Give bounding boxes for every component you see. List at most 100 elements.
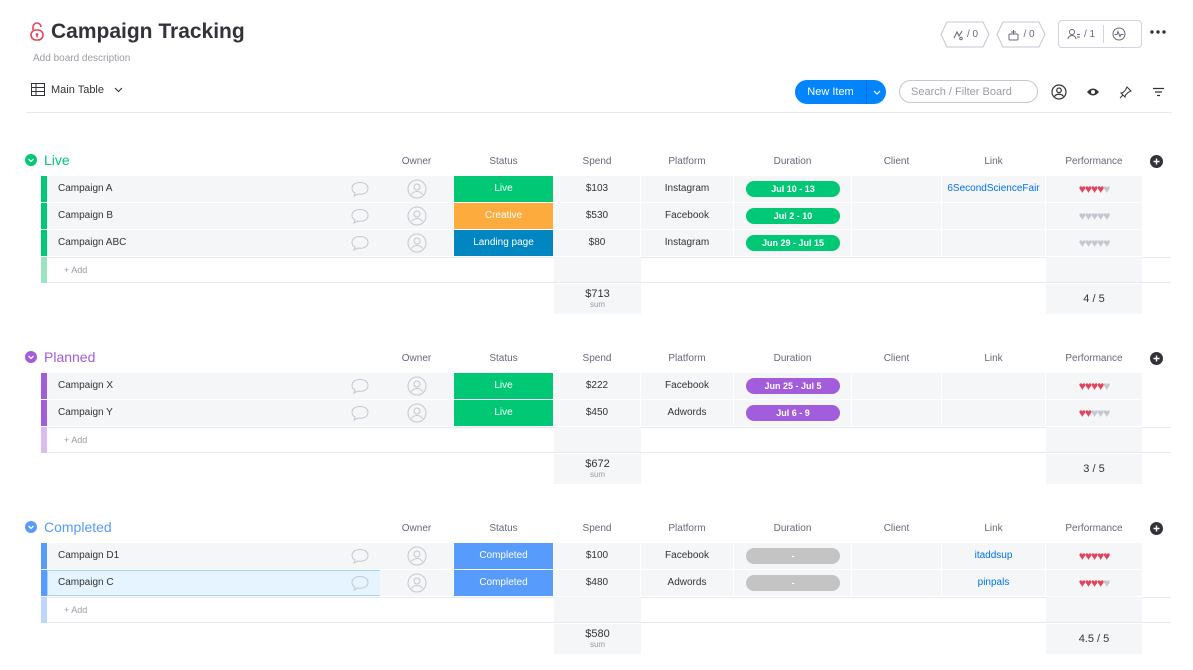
heart-icon[interactable]: ♥ [1097,549,1104,563]
column-header-owner[interactable]: Owner [401,353,432,364]
platform-cell[interactable]: Instagram [641,230,733,256]
spend-cell[interactable]: $100 [554,543,640,569]
activity-log-button[interactable] [1104,21,1134,47]
owner-cell[interactable] [380,400,453,426]
column-header-platform[interactable]: Platform [668,156,706,167]
link-cell[interactable]: itaddsup [942,543,1045,569]
rating-cell[interactable]: ♥♥♥♥♥ [1046,373,1142,399]
heart-icon[interactable]: ♥ [1090,209,1098,223]
link-cell[interactable] [942,373,1045,399]
members-button[interactable]: / 1 [1059,21,1103,47]
group-title[interactable]: Completed [44,519,112,535]
owner-cell[interactable] [380,230,453,256]
add-item-label[interactable]: + Add [64,265,88,275]
heart-icon[interactable]: ♥ [1078,379,1086,393]
conversation-icon[interactable] [350,405,370,421]
column-header-duration[interactable]: Duration [773,523,812,534]
heart-icon[interactable]: ♥ [1090,182,1098,196]
platform-cell[interactable]: Facebook [641,543,733,569]
column-header-link[interactable]: Link [984,523,1003,534]
heart-icon[interactable]: ♥ [1090,406,1098,420]
duration-cell[interactable]: Jun 25 - Jul 5 [734,373,851,399]
heart-icon[interactable]: ♥ [1097,209,1104,223]
conversation-icon[interactable] [350,235,370,251]
duration-cell[interactable]: - [734,543,851,569]
collapse-group-icon[interactable] [25,154,37,166]
conversation-icon[interactable] [350,181,370,197]
add-item-label[interactable]: + Add [64,435,88,445]
heart-icon[interactable]: ♥ [1078,182,1086,196]
column-header-status[interactable]: Status [489,156,518,167]
owner-cell[interactable] [380,373,453,399]
link-cell[interactable] [942,400,1045,426]
column-header-owner[interactable]: Owner [401,156,432,167]
heart-icon[interactable]: ♥ [1084,549,1092,563]
link-text[interactable]: pinpals [977,577,1010,588]
column-header-link[interactable]: Link [984,156,1003,167]
add-item-label[interactable]: + Add [64,605,88,615]
item-name[interactable]: Campaign A [47,176,381,202]
spend-cell[interactable]: $222 [554,373,640,399]
rating-cell[interactable]: ♥♥♥♥♥ [1046,543,1142,569]
spend-cell[interactable]: $480 [554,570,640,596]
heart-icon[interactable]: ♥ [1090,236,1098,250]
column-header-platform[interactable]: Platform [668,523,706,534]
group-title[interactable]: Live [44,152,70,168]
conversation-icon[interactable] [350,575,370,591]
spend-cell[interactable]: $103 [554,176,640,202]
hide-columns-button[interactable] [1084,83,1102,101]
link-cell[interactable]: pinpals [942,570,1045,596]
heart-icon[interactable]: ♥ [1097,182,1104,196]
column-header-client[interactable]: Client [883,156,910,167]
heart-icon[interactable]: ♥ [1103,576,1110,590]
duration-cell[interactable]: Jul 10 - 13 [734,176,851,202]
item-name[interactable]: Campaign Y [47,400,381,426]
client-cell[interactable] [852,373,941,399]
column-header-link[interactable]: Link [984,353,1003,364]
column-header-client[interactable]: Client [883,353,910,364]
heart-icon[interactable]: ♥ [1084,209,1092,223]
status-cell[interactable]: Live [454,373,553,399]
heart-icon[interactable]: ♥ [1078,236,1086,250]
rating-cell[interactable]: ♥♥♥♥♥ [1046,203,1142,229]
view-tab-main-table[interactable]: Main Table [31,83,123,96]
rating-cell[interactable]: ♥♥♥♥♥ [1046,400,1142,426]
heart-icon[interactable]: ♥ [1103,379,1110,393]
column-header-spend[interactable]: Spend [582,156,612,167]
board-description[interactable]: Add board description [33,53,131,64]
heart-icon[interactable]: ♥ [1084,182,1092,196]
owner-cell[interactable] [380,543,453,569]
duration-cell[interactable]: Jul 6 - 9 [734,400,851,426]
duration-cell[interactable]: Jul 2 - 10 [734,203,851,229]
item-name[interactable]: Campaign C [47,570,381,596]
integrations-badge[interactable]: / 0 [996,21,1046,48]
platform-cell[interactable]: Facebook [641,373,733,399]
status-cell[interactable]: Completed [454,570,553,596]
heart-icon[interactable]: ♥ [1097,406,1104,420]
spend-cell[interactable]: $530 [554,203,640,229]
heart-icon[interactable]: ♥ [1090,549,1098,563]
add-column-icon[interactable] [1150,522,1163,535]
item-name[interactable]: Campaign ABC [47,230,381,256]
link-cell[interactable] [942,203,1045,229]
heart-icon[interactable]: ♥ [1103,549,1110,563]
collapse-group-icon[interactable] [25,351,37,363]
client-cell[interactable] [852,400,941,426]
platform-cell[interactable]: Adwords [641,400,733,426]
column-header-performance[interactable]: Performance [1065,523,1123,534]
status-cell[interactable]: Live [454,176,553,202]
pin-button[interactable] [1116,83,1134,101]
link-text[interactable]: 6SecondScienceFair [947,183,1040,194]
duration-cell[interactable]: Jun 29 - Jul 15 [734,230,851,256]
client-cell[interactable] [852,230,941,256]
conversation-icon[interactable] [350,208,370,224]
spend-cell[interactable]: $80 [554,230,640,256]
column-header-spend[interactable]: Spend [582,353,612,364]
more-options-icon[interactable] [1148,26,1168,38]
board-title[interactable]: Campaign Tracking [51,20,245,43]
link-cell[interactable]: 6SecondScienceFair [942,176,1045,202]
column-header-duration[interactable]: Duration [773,353,812,364]
add-item-row[interactable]: + Add [41,597,1171,623]
new-item-button[interactable]: New Item [795,80,886,104]
heart-icon[interactable]: ♥ [1103,406,1110,420]
